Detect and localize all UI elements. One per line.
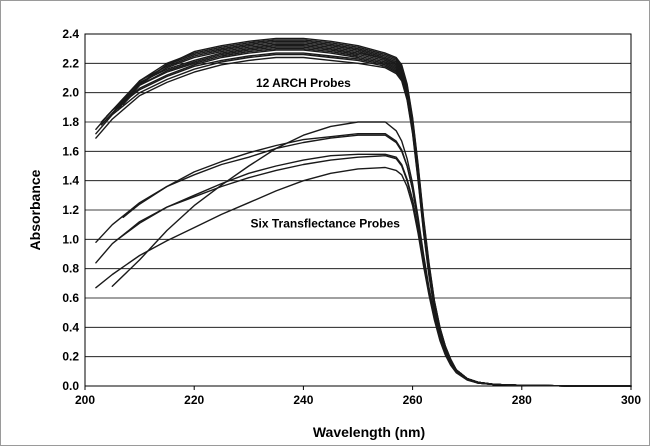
y-tick-label: 2.2 [62, 56, 79, 70]
x-tick-label: 240 [293, 393, 313, 407]
curves [95, 37, 632, 387]
y-tick-label: 0.2 [62, 350, 79, 364]
y-tick-label: 0.8 [62, 262, 79, 276]
y-tick-label: 1.4 [62, 174, 79, 188]
x-axis-title: Wavelength (nm) [313, 424, 425, 440]
y-tick-label: 0.0 [62, 379, 79, 393]
absorbance-curve-18 [95, 166, 632, 387]
annotations: 12 ARCH Probes Six Transflectance Probes [251, 76, 401, 231]
y-axis-title: Absorbance [27, 169, 43, 250]
y-axis-ticks: 0.0 0.2 0.4 0.6 0.8 1.0 1.2 1.4 1.6 1.8 2.0 2.2 2.4 [62, 27, 79, 393]
annotation-label: Six Transflectance Probes [251, 217, 401, 231]
x-axis-ticks: 200 220 240 260 280 300 [75, 386, 641, 407]
y-tick-label: 1.0 [62, 232, 79, 246]
x-tick-label: 260 [403, 393, 423, 407]
y-tick-label: 0.6 [62, 291, 79, 305]
annotation-label: 12 ARCH Probes [256, 76, 351, 90]
y-tick-label: 0.4 [62, 320, 79, 334]
y-tick-label: 2.0 [62, 86, 79, 100]
y-tick-label: 1.2 [62, 203, 79, 217]
x-tick-label: 280 [512, 393, 532, 407]
x-tick-label: 220 [184, 393, 204, 407]
y-tick-label: 1.6 [62, 144, 79, 158]
gridlines [85, 33, 631, 387]
x-tick-label: 200 [75, 393, 95, 407]
y-tick-label: 2.4 [62, 27, 79, 41]
x-tick-label: 300 [621, 393, 641, 407]
y-tick-label: 1.8 [62, 115, 79, 129]
